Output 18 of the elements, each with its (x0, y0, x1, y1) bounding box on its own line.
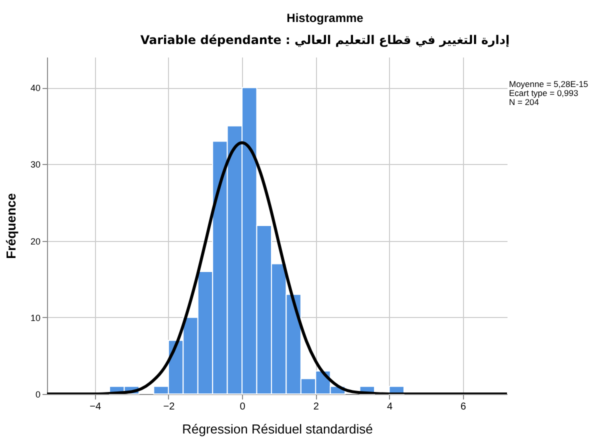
y-tick-label: 10 (30, 312, 40, 323)
text: N = 204 (509, 97, 540, 107)
y-tick-label: 0 (35, 390, 40, 400)
y-axis-title: Fréquence (3, 193, 18, 259)
y-tick-label: 20 (30, 236, 40, 246)
text: Moyenne = 5,28E-15 (509, 79, 588, 89)
y-tick-label: 40 (30, 83, 40, 94)
x-tick-label: 6 (460, 402, 467, 412)
x-tick-label: −2 (163, 402, 176, 412)
x-tick-label: 0 (240, 402, 246, 412)
x-tick-label: 2 (313, 402, 320, 412)
chart-subtitle: Variable dépendante : إدارة التغيير في قطاع التعليم العالي (140, 33, 510, 47)
x-tick-label: −4 (90, 402, 102, 412)
chart-title: Histogramme (286, 11, 364, 25)
x-tick-label: 4 (386, 402, 393, 412)
text: Ecart type = 0,993 (509, 88, 578, 98)
x-axis-title: Régression Résiduel standardisé (182, 422, 373, 436)
y-tick-label: 30 (30, 160, 40, 170)
